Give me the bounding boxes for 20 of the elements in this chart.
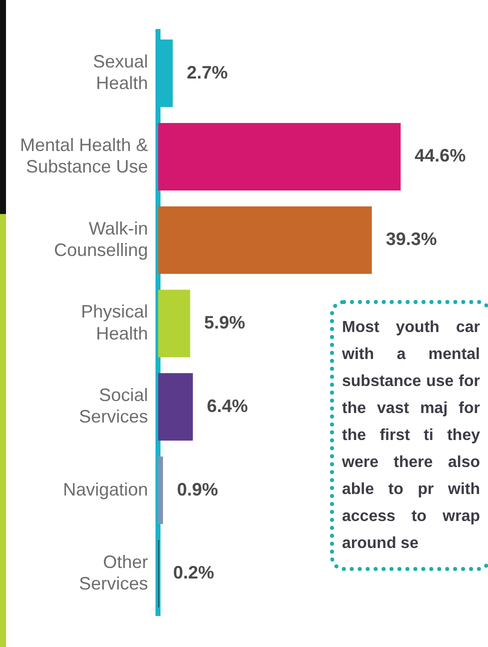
y-tick-label: Walk-in Counselling	[54, 218, 148, 260]
bar	[158, 373, 193, 441]
y-tick-label: Sexual Health	[93, 51, 148, 94]
y-tick-label: Other Services	[79, 552, 148, 594]
data-label: 6.4%	[206, 396, 248, 416]
data-label: 44.6%	[414, 146, 466, 166]
bar	[158, 290, 190, 358]
bar	[158, 122, 401, 190]
y-tick-label: Physical Health	[81, 302, 148, 344]
data-label: 2.7%	[186, 62, 228, 82]
y-tick-label: Navigation	[63, 479, 148, 500]
bar	[158, 456, 163, 524]
data-label: 39.3%	[386, 229, 437, 250]
data-label: 0.9%	[176, 479, 218, 500]
data-label: 0.2%	[173, 562, 214, 583]
y-tick-label: Social Services	[79, 385, 148, 427]
data-label: 5.9%	[204, 312, 246, 332]
y-tick-label: Mental Health & Substance Use	[20, 134, 148, 176]
bar	[158, 206, 372, 274]
text: Most youth car with a mental substance use for the vast maj for the first ti they were there also able to pr with access to wrap around se	[342, 319, 480, 552]
